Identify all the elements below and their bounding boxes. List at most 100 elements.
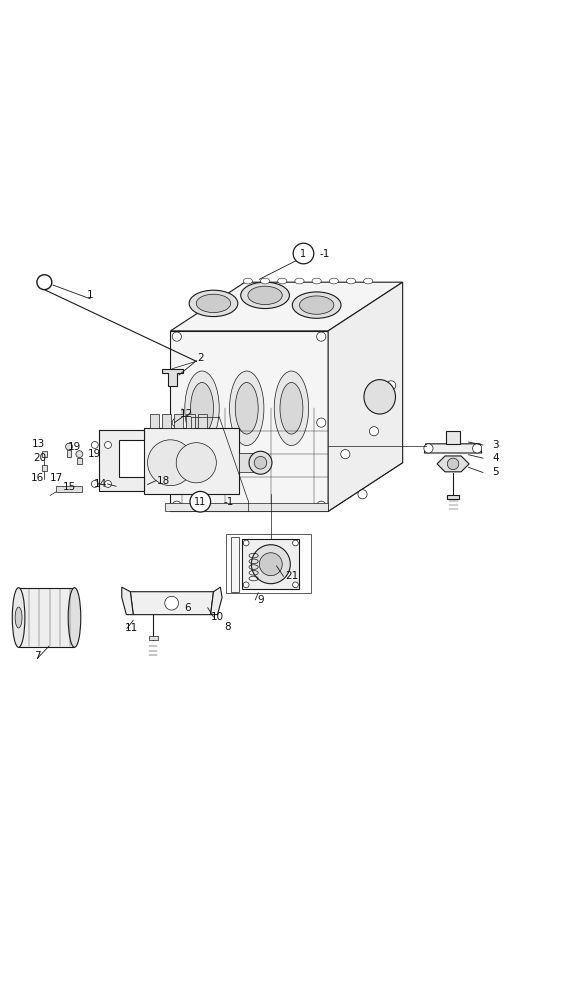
Ellipse shape [278,278,287,284]
Polygon shape [122,587,133,615]
Text: 15: 15 [62,482,75,492]
Ellipse shape [248,286,282,305]
Circle shape [448,458,459,470]
Polygon shape [162,414,171,428]
Ellipse shape [229,371,264,446]
Text: 11: 11 [125,623,138,633]
Ellipse shape [329,278,339,284]
Text: 4: 4 [492,453,499,463]
Text: 6: 6 [184,603,191,613]
Ellipse shape [260,278,270,284]
Polygon shape [230,537,239,592]
Ellipse shape [274,371,309,446]
Ellipse shape [312,278,321,284]
Polygon shape [162,369,183,386]
Text: 17: 17 [50,473,63,483]
Polygon shape [165,503,328,511]
Circle shape [369,427,378,436]
Polygon shape [242,539,300,589]
Text: 20: 20 [33,453,46,463]
Ellipse shape [292,292,341,318]
Text: 19: 19 [67,442,81,452]
Circle shape [259,553,282,576]
Ellipse shape [280,382,303,434]
Circle shape [424,444,433,453]
Circle shape [317,332,326,341]
Polygon shape [130,592,214,615]
Ellipse shape [241,282,289,309]
Text: 19: 19 [88,449,101,459]
Ellipse shape [189,290,238,317]
Bar [41,465,47,471]
Text: 7: 7 [34,651,41,661]
Text: 10: 10 [211,612,224,622]
Polygon shape [328,282,403,511]
Polygon shape [170,282,403,331]
Text: 16: 16 [31,473,44,483]
Circle shape [92,442,98,448]
Circle shape [293,243,314,264]
Circle shape [358,490,367,499]
Text: 21: 21 [285,571,298,581]
Circle shape [105,442,111,448]
Text: 12: 12 [180,409,193,419]
Text: 1: 1 [301,249,306,259]
Ellipse shape [196,294,230,313]
Text: 1: 1 [87,290,93,300]
Circle shape [172,418,181,427]
Circle shape [293,582,298,588]
Polygon shape [149,636,158,640]
Text: 9: 9 [257,595,264,605]
Polygon shape [239,453,253,472]
Bar [67,450,71,457]
Circle shape [165,596,179,610]
Polygon shape [170,331,328,511]
Circle shape [341,450,350,459]
Text: -1: -1 [223,497,234,507]
Text: 18: 18 [157,476,170,486]
Circle shape [105,481,111,487]
Polygon shape [143,428,239,494]
Circle shape [317,418,326,427]
Bar [77,458,82,464]
Circle shape [66,443,73,450]
Ellipse shape [191,382,214,434]
Polygon shape [425,444,482,453]
Text: 3: 3 [492,440,499,450]
Bar [41,451,47,457]
Circle shape [254,456,267,469]
Polygon shape [150,414,159,428]
Polygon shape [211,587,222,615]
Ellipse shape [347,278,355,284]
Ellipse shape [68,588,81,647]
Circle shape [172,332,181,341]
Ellipse shape [15,607,22,628]
Circle shape [249,451,272,474]
Circle shape [172,501,181,510]
Ellipse shape [235,382,258,434]
Ellipse shape [243,278,252,284]
Text: 2: 2 [197,353,203,363]
Polygon shape [186,414,195,428]
Circle shape [243,582,249,588]
Text: 5: 5 [492,467,499,477]
Ellipse shape [295,278,304,284]
Circle shape [176,443,217,483]
Circle shape [251,545,290,584]
Polygon shape [56,486,82,492]
Ellipse shape [12,588,25,647]
Circle shape [243,540,249,546]
Text: 13: 13 [32,439,46,449]
Circle shape [472,444,482,453]
Text: 8: 8 [225,622,231,632]
Circle shape [293,540,298,546]
Ellipse shape [185,371,219,446]
Ellipse shape [300,296,334,314]
Ellipse shape [363,278,373,284]
Ellipse shape [364,380,396,414]
Text: 14: 14 [94,479,107,489]
Text: -1: -1 [320,249,330,259]
Polygon shape [437,456,469,472]
Circle shape [92,481,98,487]
Polygon shape [448,495,459,499]
